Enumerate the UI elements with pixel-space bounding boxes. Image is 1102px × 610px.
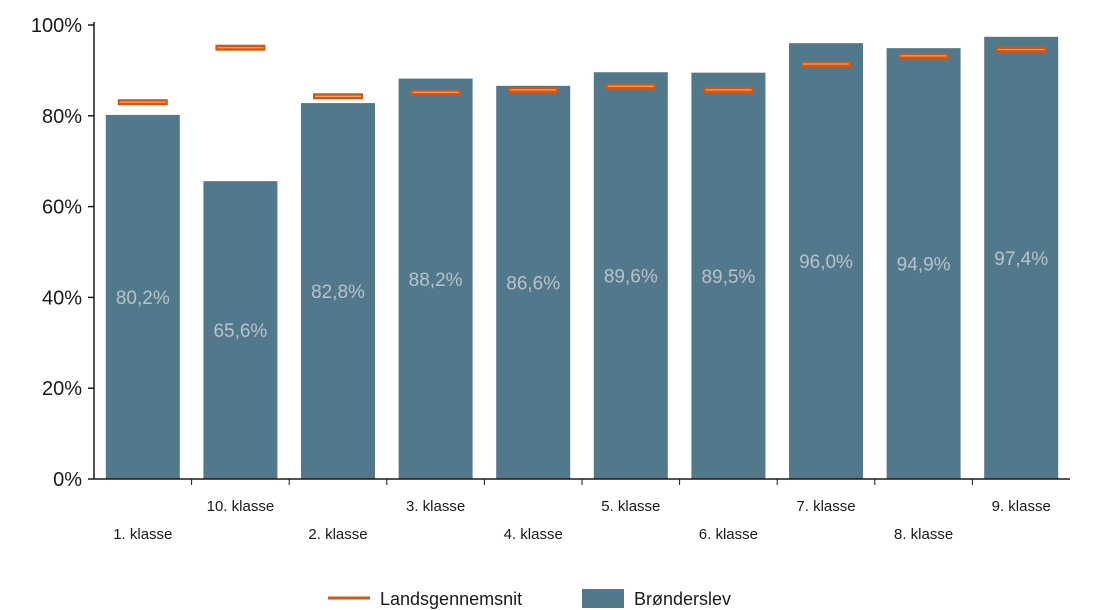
legend-swatch-bronderslev — [582, 589, 624, 608]
y-tick-label-80: 80% — [42, 106, 82, 128]
average-markers-layer — [117, 44, 1047, 106]
data-label-cat-1: 80,2% — [116, 288, 170, 309]
data-label-cat-2: 65,6% — [213, 321, 267, 342]
bar-cat-5 — [496, 85, 571, 479]
bar-cat-9 — [886, 48, 961, 480]
legend-label-bronderslev: Brønderslev — [634, 589, 731, 609]
x-tick-label-cat-1: 1. klasse — [113, 526, 172, 543]
data-labels-layer: 80,2% 65,6% 82,8% 88,2% 86,6% 89,6% 89,5% 96,0%… — [116, 249, 1048, 342]
y-tick-label-100: 100% — [31, 15, 82, 37]
x-tick-label-cat-6: 5. klasse — [601, 498, 660, 515]
x-tick-label-cat-5: 4. klasse — [504, 526, 563, 543]
y-tick-label-40: 40% — [42, 287, 82, 309]
bars-layer — [105, 36, 1059, 480]
x-tick-label-cat-9: 8. klasse — [894, 526, 953, 543]
x-tick-label-cat-7: 6. klasse — [699, 526, 758, 543]
bar-cat-6 — [593, 72, 668, 479]
bar-cat-2 — [203, 181, 278, 479]
data-label-cat-10: 97,4% — [994, 249, 1048, 270]
data-label-cat-6: 89,6% — [604, 267, 658, 288]
data-label-cat-7: 89,5% — [701, 267, 755, 288]
x-tick-label-cat-4: 3. klasse — [406, 498, 465, 515]
legend-label-landsgennemsnit: Landsgennemsnit — [380, 589, 522, 609]
data-label-cat-9: 94,9% — [897, 255, 951, 276]
axes-layer: 1. klasse 10. klasse 2. klasse 3. klasse 4. … — [31, 15, 1070, 543]
y-tick-label-60: 60% — [42, 197, 82, 219]
data-label-cat-5: 86,6% — [506, 273, 560, 294]
data-label-cat-4: 88,2% — [409, 270, 463, 291]
x-tick-label-cat-8: 7. klasse — [796, 498, 855, 515]
y-tick-label-0: 0% — [53, 469, 82, 491]
data-label-cat-8: 96,0% — [799, 252, 853, 273]
data-label-cat-3: 82,8% — [311, 282, 365, 303]
x-tick-label-cat-10: 9. klasse — [992, 498, 1051, 515]
bar-cat-3 — [301, 103, 375, 479]
x-tick-label-cat-3: 2. klasse — [308, 526, 367, 543]
bar-cat-7 — [691, 72, 766, 480]
x-tick-label-cat-2: 10. klasse — [207, 498, 275, 515]
bar-cat-8 — [789, 43, 863, 479]
bar-cat-10 — [984, 36, 1059, 479]
bar-cat-4 — [398, 78, 473, 480]
bar-cat-1 — [105, 114, 180, 479]
legend: Landsgennemsnit Brønderslev — [328, 589, 731, 609]
y-tick-label-20: 20% — [42, 378, 82, 400]
